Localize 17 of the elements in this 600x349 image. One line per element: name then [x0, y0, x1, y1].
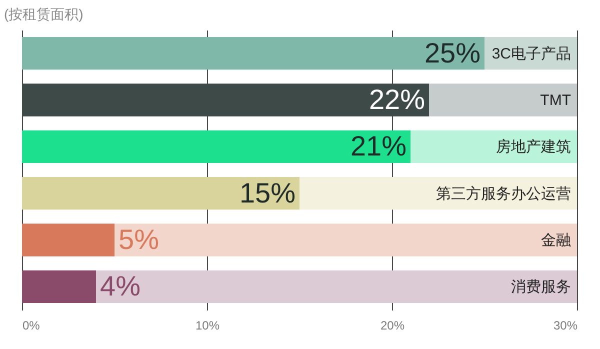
y-tick-label: 金融 [541, 232, 571, 249]
y-tick-label: 房地产建筑 [496, 138, 571, 156]
x-tick-label: 10% [195, 318, 220, 332]
data-label: 22% [368, 84, 425, 115]
x-tick-label: 20% [380, 318, 405, 332]
x-tick-label: 0% [22, 318, 40, 332]
data-label: 4% [100, 270, 140, 302]
data-label: 25% [424, 37, 480, 68]
y-tick-label: 消费服务 [511, 278, 571, 296]
chart-title: (按租赁面积) [4, 6, 84, 22]
y-tick-label: 3C电子产品 [492, 45, 571, 62]
data-label: 21% [350, 130, 406, 162]
data-label: 5% [118, 224, 159, 255]
y-tick-label: 第三方服务办公运营 [436, 185, 571, 202]
x-tick-label: 30% [553, 318, 578, 332]
y-tick-label: TMT [540, 92, 571, 109]
data-label: 15% [239, 177, 296, 208]
